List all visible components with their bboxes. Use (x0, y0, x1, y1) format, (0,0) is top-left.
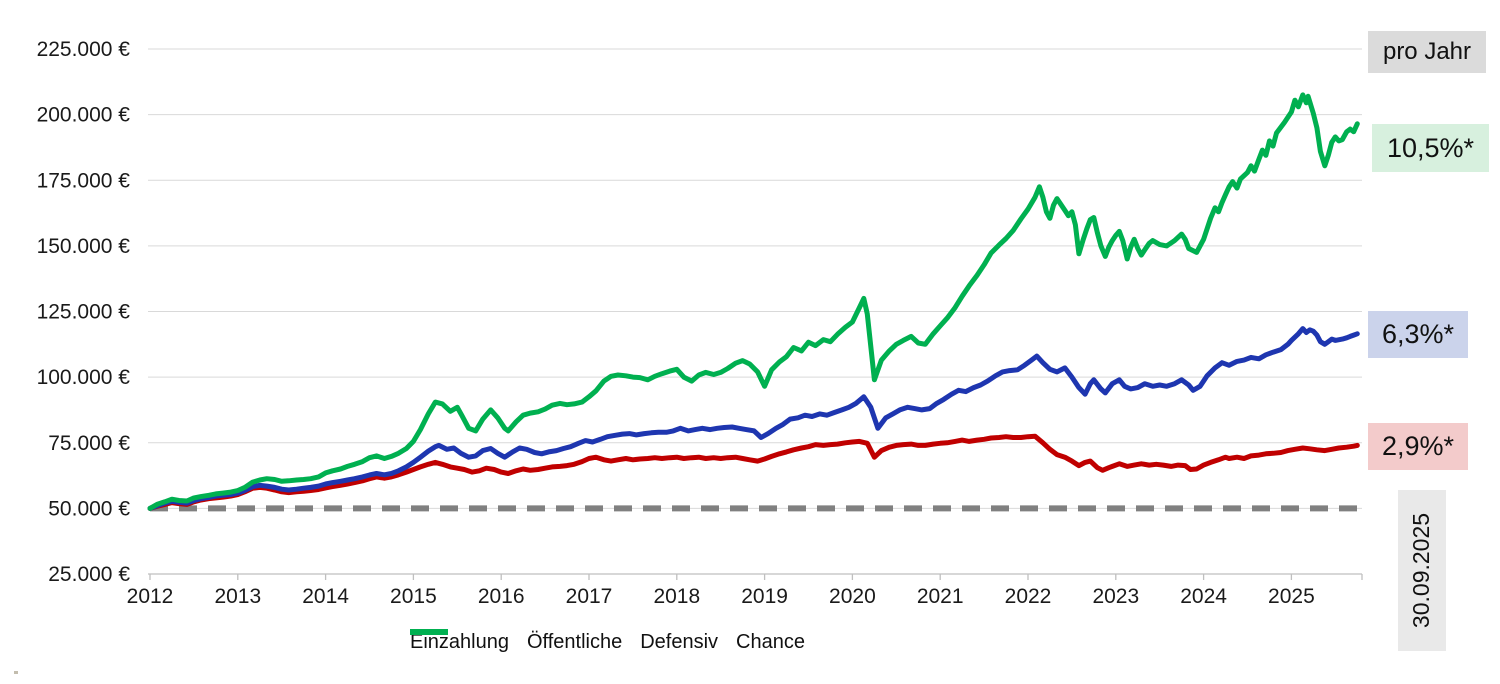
legend-label: Einzahlung (410, 630, 509, 653)
y-axis-tick-label: 175.000 € (37, 169, 131, 192)
stray-mark (14, 671, 18, 674)
x-axis-tick-label: 2014 (302, 585, 349, 608)
y-axis-tick-label: 50.000 € (48, 497, 130, 520)
legend-label: Öffentliche (526, 630, 623, 653)
oeffentliche-return-label: 6,3%* (1381, 319, 1455, 349)
x-axis-tick-label: 2019 (741, 585, 788, 608)
series-line-defensiv (147, 433, 1360, 511)
y-axis-tick-label: 100.000 € (37, 366, 131, 389)
y-axis-tick-label: 150.000 € (37, 235, 131, 258)
chart-legend: Einzahlung Öffentliche Defensiv Chance (410, 627, 805, 657)
per-year-header-label: pro Jahr (1382, 38, 1472, 65)
x-axis-tick-label: 2013 (214, 585, 261, 608)
x-axis-tick-label: 2017 (566, 585, 613, 608)
x-axis-tick-label: 2021 (917, 585, 964, 608)
defensiv-return-label: 2,9%* (1381, 431, 1455, 461)
x-axis-tick-label: 2023 (1092, 585, 1139, 608)
as-of-date-badge: 30.09.2025 (1398, 490, 1446, 651)
series-line-ffentliche (147, 326, 1360, 511)
legend-swatch-line (410, 629, 448, 635)
chance-return-label: 10,5%* (1386, 132, 1475, 163)
series-line-chance (147, 92, 1360, 511)
y-axis-tick-label: 225.000 € (37, 38, 131, 61)
y-axis-tick-label: 125.000 € (37, 301, 131, 324)
y-axis-tick-label: 75.000 € (48, 432, 130, 455)
x-axis-tick-label: 2016 (478, 585, 525, 608)
defensiv-return-badge: 2,9%* (1368, 423, 1468, 470)
chance-return-badge: 10,5%* (1372, 124, 1489, 172)
legend-item-defensiv: Defensiv (410, 629, 719, 654)
legend-label: Chance (736, 630, 805, 653)
as-of-date-label: 30.09.2025 (1408, 512, 1435, 629)
legend-item-chance: Chance (410, 629, 805, 654)
legend-label: Defensiv (640, 630, 719, 653)
x-axis-tick-label: 2020 (829, 585, 876, 608)
x-axis-tick-label: 2024 (1180, 585, 1227, 608)
per-year-header-badge: pro Jahr (1368, 31, 1486, 73)
x-axis-tick-label: 2012 (127, 585, 174, 608)
x-axis-tick-label: 2015 (390, 585, 437, 608)
y-axis-tick-label: 25.000 € (48, 563, 130, 586)
legend-item-ffentliche: Öffentliche (410, 629, 623, 654)
oeffentliche-return-badge: 6,3%* (1368, 311, 1468, 358)
y-axis-tick-label: 200.000 € (37, 104, 131, 127)
x-axis-tick-label: 2022 (1005, 585, 1052, 608)
x-axis-tick-label: 2025 (1268, 585, 1315, 608)
x-axis-tick-label: 2018 (653, 585, 700, 608)
